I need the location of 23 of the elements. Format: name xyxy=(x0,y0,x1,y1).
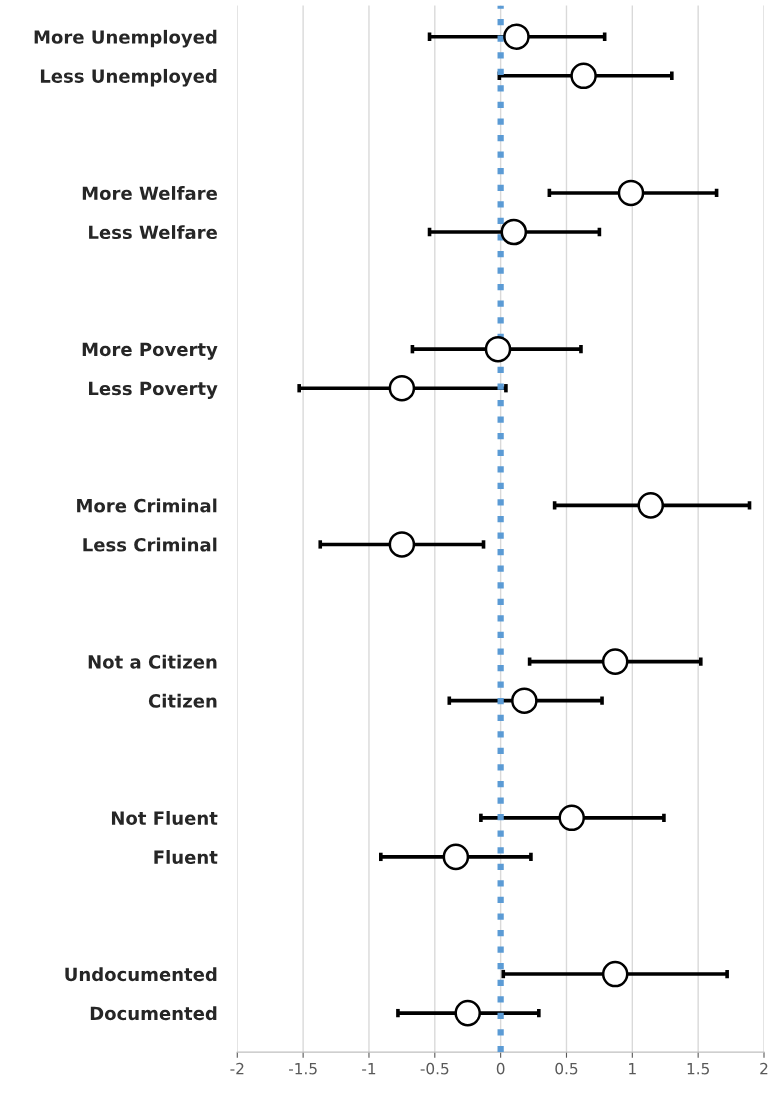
y-tick-label: Less Criminal xyxy=(83,537,217,552)
x-tick-label: 1 xyxy=(629,1063,636,1075)
y-tick-label: Documented xyxy=(90,1006,217,1021)
y-tick-label: Less Poverty xyxy=(89,381,218,399)
y-tick-label: More Unemployed xyxy=(34,29,217,48)
x-tick-label: -1.5 xyxy=(288,1063,317,1075)
x-tick-label: 1.5 xyxy=(687,1063,709,1075)
x-tick-label: -0.5 xyxy=(420,1062,449,1075)
x-tick-label: 2 xyxy=(760,1062,768,1075)
y-tick-label: Less Unemployed xyxy=(40,68,217,87)
y-tick-label: Not Fluent xyxy=(111,810,218,825)
x-tick-label: 0.5 xyxy=(555,1062,578,1075)
y-tick-label: Undocumented xyxy=(65,967,217,982)
x-tick-label: -2 xyxy=(230,1062,244,1075)
y-tick-label: Not a Citizen xyxy=(88,654,217,669)
y-tick-label: More Welfare xyxy=(82,186,217,201)
y-tick-label: Fluent xyxy=(154,850,218,864)
y-tick-label: Less Welfare xyxy=(89,225,217,240)
x-tick-label: -1 xyxy=(362,1063,376,1075)
x-tick-label: 0 xyxy=(496,1062,505,1075)
y-tick-label: More Poverty xyxy=(82,342,218,360)
y-tick-label: Citizen xyxy=(148,693,217,708)
y-tick-label: More Criminal xyxy=(77,498,217,513)
